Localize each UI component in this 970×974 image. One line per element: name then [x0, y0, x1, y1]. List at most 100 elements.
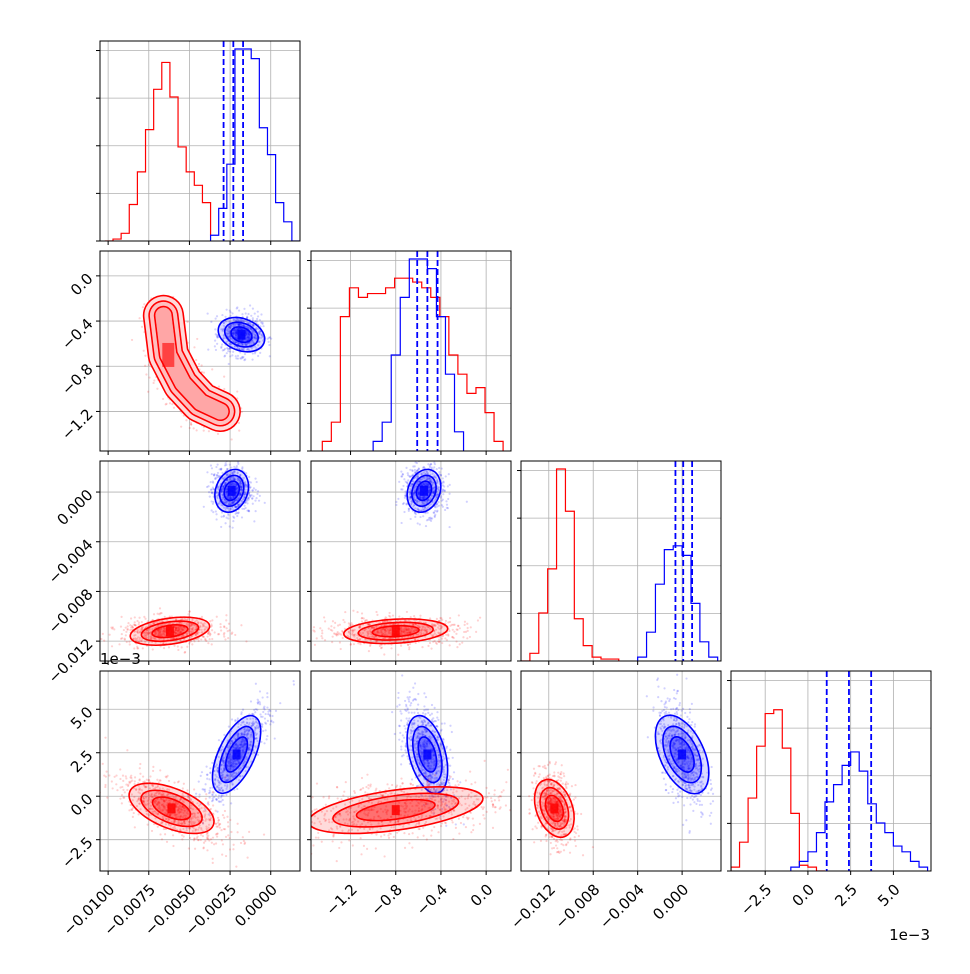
sample-point [246, 502, 248, 504]
sample-point [456, 646, 458, 648]
sample-point [130, 617, 132, 619]
sample-point [203, 506, 205, 508]
sample-point [257, 311, 259, 313]
sample-point [255, 320, 257, 322]
sample-point [215, 513, 217, 515]
sample-point [447, 621, 449, 623]
sample-point [402, 503, 404, 505]
sample-point [200, 638, 202, 640]
sample-point [444, 509, 446, 511]
sample-point [143, 350, 145, 352]
sample-point [467, 627, 469, 629]
sample-point [248, 493, 250, 495]
sample-point [339, 641, 341, 643]
sample-point [131, 625, 133, 627]
sample-point [238, 430, 240, 432]
sample-point [241, 516, 243, 518]
sample-point [425, 457, 427, 459]
sample-point [264, 708, 266, 710]
sample-point [120, 616, 122, 618]
sample-point [196, 338, 198, 340]
sample-point [410, 518, 412, 520]
sample-point [217, 464, 219, 466]
sample-point [440, 617, 442, 619]
sample-point [434, 516, 436, 518]
sample-point [414, 516, 416, 518]
sample-point [407, 644, 409, 646]
sample-point [163, 647, 165, 649]
sample-point [333, 627, 335, 629]
sample-point [258, 500, 260, 502]
sample-point [447, 485, 449, 487]
sample-point [268, 341, 270, 343]
sample-point [211, 629, 213, 631]
sample-point [320, 635, 322, 637]
sample-point [448, 526, 450, 528]
sample-point [359, 643, 361, 645]
sample-point [136, 620, 138, 622]
sample-point [437, 640, 439, 642]
sample-point [215, 510, 217, 512]
sample-point [221, 314, 223, 316]
sample-point [400, 645, 402, 647]
sample-point [441, 638, 443, 640]
sample-point [201, 616, 203, 618]
sample-point [208, 778, 210, 780]
sample-point [249, 304, 251, 306]
sample-point [438, 467, 440, 469]
sample-point [211, 488, 213, 490]
sample-point [319, 627, 321, 629]
sample-point [246, 457, 248, 459]
sample-point [340, 648, 342, 650]
sample-point [409, 469, 411, 471]
sample-point [390, 647, 392, 649]
sample-point [210, 481, 212, 483]
sample-point [314, 644, 316, 646]
sample-point [220, 347, 222, 349]
sample-point [219, 468, 221, 470]
sample-point [260, 321, 262, 323]
sample-point [353, 643, 355, 645]
sample-point [200, 775, 202, 777]
sample-point [225, 619, 227, 621]
sample-point [153, 613, 155, 615]
sample-point [436, 468, 438, 470]
sample-point [211, 509, 213, 511]
sample-point [408, 508, 410, 510]
sample-point [209, 496, 211, 498]
sample-point [250, 481, 252, 483]
sample-point [432, 641, 434, 643]
sample-point [389, 615, 391, 617]
sample-point [232, 527, 234, 529]
sample-point [209, 787, 211, 789]
sample-point [269, 355, 271, 357]
sample-point [181, 646, 183, 648]
density-peak [237, 330, 245, 340]
sample-point [126, 641, 128, 643]
sample-point [469, 636, 471, 638]
sample-point [143, 303, 145, 305]
sample-point [434, 510, 436, 512]
sample-point [235, 355, 237, 357]
sample-point [225, 614, 227, 616]
sample-point [257, 490, 259, 492]
sample-point [421, 646, 423, 648]
sample-point [268, 344, 270, 346]
sample-point [244, 353, 246, 355]
sample-point [231, 632, 233, 634]
sample-point [477, 619, 479, 621]
sample-point [321, 630, 323, 632]
sample-point [415, 513, 417, 515]
sample-point [445, 620, 447, 622]
sample-point [142, 647, 144, 649]
sample-point [411, 475, 413, 477]
sample-point [438, 471, 440, 473]
sample-point [238, 512, 240, 514]
sample-point [442, 506, 444, 508]
sample-point [124, 639, 126, 641]
sample-point [225, 794, 227, 796]
sample-point [337, 631, 339, 633]
sample-point [262, 730, 264, 732]
sample-point [212, 481, 214, 483]
sample-point [219, 623, 221, 625]
